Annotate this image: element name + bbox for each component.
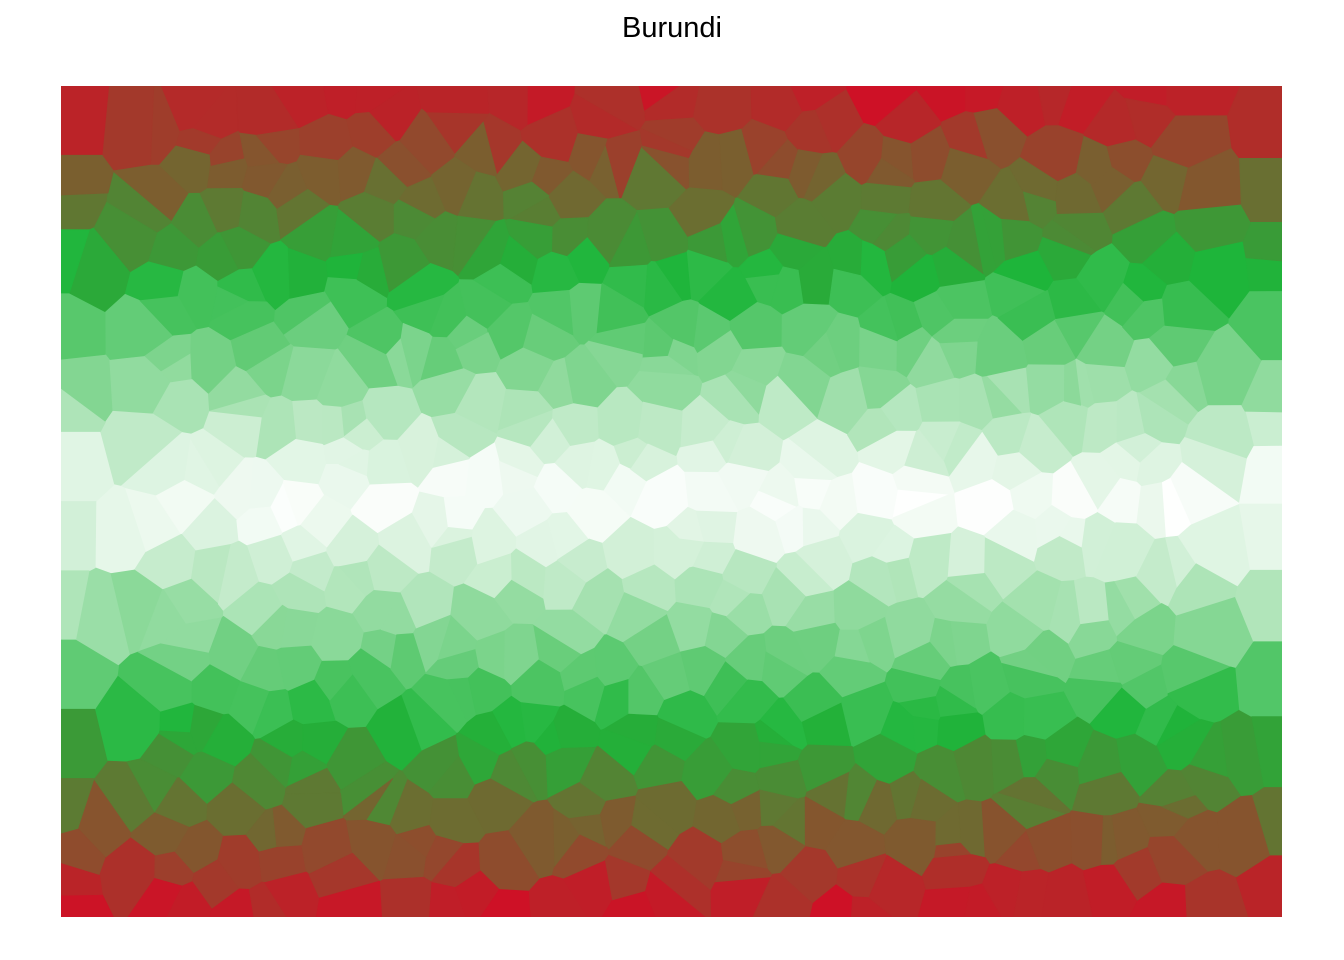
voronoi-cell (1063, 359, 1082, 406)
voronoi-cell (1235, 641, 1282, 717)
voronoi-cell (510, 548, 547, 600)
voronoi-cell (880, 701, 916, 753)
voronoi-cell (158, 730, 198, 756)
voronoi-cell (935, 802, 962, 846)
voronoi-cell (834, 629, 870, 663)
voronoi-cell (1059, 517, 1086, 548)
voronoi-cell (687, 223, 728, 263)
voronoi-cell (61, 86, 110, 156)
voronoi-cell (939, 664, 976, 709)
voronoi-cell (1238, 445, 1282, 505)
voronoi-cell (846, 408, 898, 453)
voronoi-cell (947, 526, 986, 578)
voronoi-cell (61, 863, 103, 896)
voronoi-cell (61, 778, 95, 834)
voronoi-cell (1235, 855, 1282, 917)
voronoi-cell (61, 293, 106, 360)
voronoi-cell (630, 443, 678, 482)
voronoi-cell (431, 526, 473, 549)
voronoi-cell (101, 86, 155, 172)
voronoi-cell (415, 86, 490, 114)
voronoi-cell (337, 334, 398, 390)
voronoi-cell (1239, 158, 1282, 223)
plot-title: Burundi (622, 12, 722, 44)
voronoi-cell (588, 322, 646, 355)
voronoi-cell (356, 246, 390, 299)
voronoi-cell (379, 876, 433, 917)
voronoi-cell (1073, 576, 1110, 625)
voronoi-cell (61, 501, 97, 572)
voronoi-cell (946, 206, 984, 275)
voronoi-cell (1135, 695, 1178, 746)
voronoi-cell (1189, 720, 1228, 778)
voronoi-cell (1228, 291, 1282, 361)
voronoi-cell (917, 886, 971, 917)
voronoi-cell (1235, 569, 1282, 643)
voronoi-cell (884, 292, 923, 341)
voronoi-cell (1226, 86, 1282, 159)
voronoi-cell (1242, 221, 1282, 262)
voronoi-cell (279, 204, 339, 262)
voronoi-cell (1069, 810, 1104, 872)
voronoi-cell (1124, 97, 1177, 149)
voronoi-flag-mosaic (61, 86, 1282, 917)
voronoi-cell (1238, 503, 1282, 571)
voronoi-cell (1245, 257, 1282, 293)
voronoi-cell (61, 154, 114, 196)
voronoi-cell (1241, 360, 1282, 413)
voronoi-cell (291, 399, 324, 445)
voronoi-cell (860, 182, 912, 215)
voronoi-cell (1251, 787, 1282, 857)
voronoi-cell (61, 894, 114, 917)
